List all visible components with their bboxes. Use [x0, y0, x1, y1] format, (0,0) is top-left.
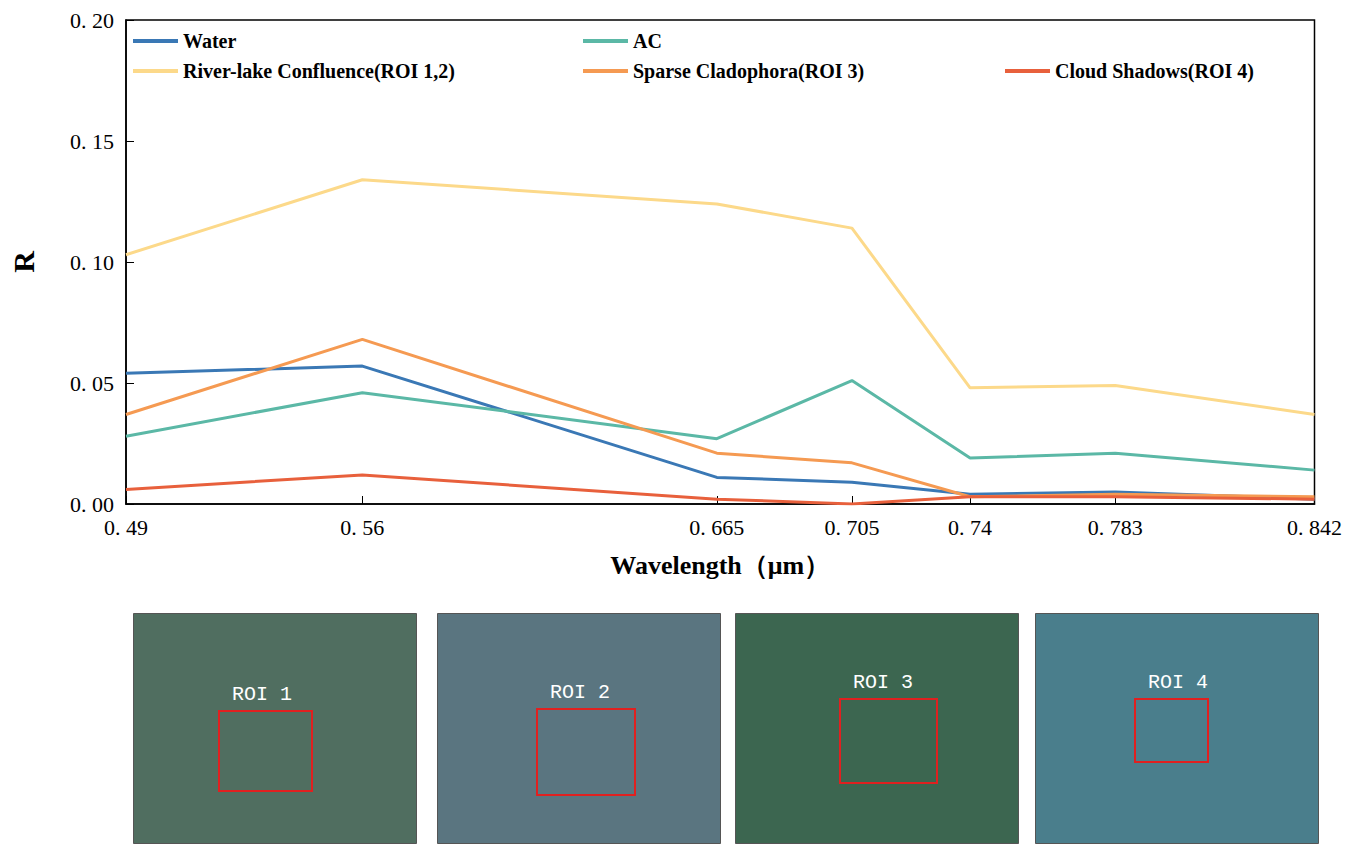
svg-text:0. 49: 0. 49: [104, 515, 148, 540]
svg-text:0. 74: 0. 74: [948, 515, 992, 540]
svg-text:Wavelength（μm）: Wavelength（μm）: [610, 551, 830, 580]
svg-text:ROI 1: ROI 1: [232, 683, 292, 706]
svg-text:0. 05: 0. 05: [70, 371, 114, 396]
svg-text:Water: Water: [183, 30, 236, 52]
svg-text:0. 665: 0. 665: [689, 515, 744, 540]
svg-text:0. 783: 0. 783: [1088, 515, 1143, 540]
svg-text:Sparse Cladophora(ROI 3): Sparse Cladophora(ROI 3): [633, 60, 864, 83]
svg-text:0. 10: 0. 10: [70, 250, 114, 275]
svg-text:0. 00: 0. 00: [70, 492, 114, 517]
svg-text:0. 56: 0. 56: [340, 515, 384, 540]
svg-text:River-lake Confluence(ROI 1,2): River-lake Confluence(ROI 1,2): [183, 60, 455, 83]
svg-text:0. 842: 0. 842: [1287, 515, 1342, 540]
svg-text:Cloud Shadows(ROI 4): Cloud Shadows(ROI 4): [1055, 60, 1254, 83]
svg-text:ROI 2: ROI 2: [550, 681, 610, 704]
svg-text:ROI 4: ROI 4: [1148, 671, 1208, 694]
svg-text:ROI 3: ROI 3: [853, 671, 913, 694]
svg-text:0. 705: 0. 705: [824, 515, 879, 540]
svg-text:AC: AC: [633, 30, 662, 52]
svg-text:R: R: [7, 251, 40, 273]
svg-text:0. 20: 0. 20: [70, 8, 114, 33]
svg-text:0. 15: 0. 15: [70, 129, 114, 154]
